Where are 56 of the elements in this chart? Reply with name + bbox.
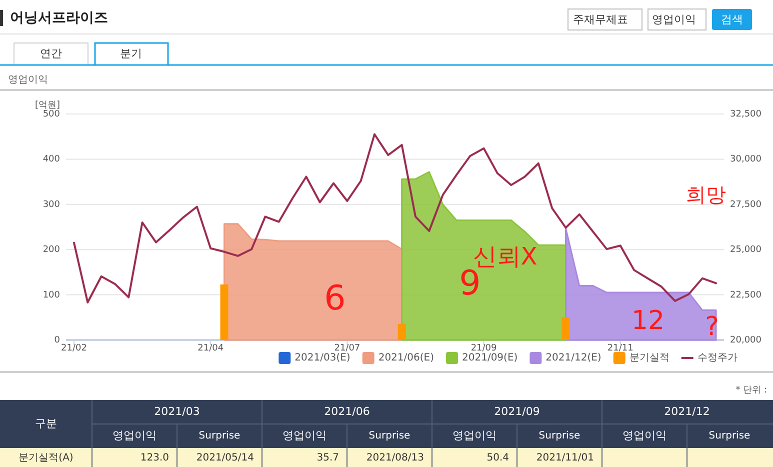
legend-label: 수정주가 — [697, 352, 738, 364]
y-tick-label: 100 — [42, 290, 60, 300]
text: 영업이익 — [112, 429, 156, 442]
text: 123.0 — [140, 452, 169, 464]
text: 구분 — [35, 417, 57, 430]
legend-label: 2021/12(E) — [546, 352, 602, 364]
text: 2021/03 — [154, 405, 200, 418]
x-tick-label: 21/11 — [607, 343, 634, 354]
text: 분기 — [120, 47, 142, 60]
text: 2021/08/13 — [366, 452, 424, 464]
x-tick-label: 21/07 — [334, 343, 360, 354]
x-tick-label: 21/09 — [470, 343, 498, 354]
y-tick-label: 300 — [42, 200, 60, 210]
annotation: 6 — [324, 278, 346, 318]
y-tick-label: 400 — [42, 154, 60, 165]
annotation: 12 — [631, 306, 665, 336]
y2-tick-label: 25,000 — [730, 245, 762, 256]
text: 영업이익 — [452, 429, 496, 442]
text: 주재무제표 — [573, 13, 628, 26]
text: Surprise — [198, 430, 240, 442]
text: 영업이익 — [282, 429, 326, 442]
x-tick-label: 21/04 — [198, 343, 224, 354]
text: Surprise — [708, 430, 750, 442]
y2-tick-label: 30,000 — [730, 154, 762, 165]
text: 2021/06 — [324, 405, 370, 418]
chart-subtitle: 영업이익 — [8, 74, 48, 86]
legend-label: 분기실적 — [629, 352, 670, 364]
legend-label: 2021/09(E) — [462, 352, 518, 364]
text: 2021/09 — [494, 405, 540, 418]
text: 영업이익 — [622, 429, 666, 442]
y2-tick-label: 22,500 — [730, 290, 762, 300]
annotation: ? — [705, 312, 719, 342]
y-tick-label: 500 — [42, 109, 60, 120]
text: 검색 — [721, 13, 743, 26]
y2-tick-label: 32,500 — [730, 109, 762, 120]
y2-tick-label: 27,500 — [730, 200, 762, 210]
text: 2021/05/14 — [196, 452, 254, 464]
legend-label: 2021/06(E) — [378, 352, 434, 364]
x-tick-label: 21/02 — [61, 343, 87, 354]
y-tick-label: 200 — [42, 245, 60, 256]
text: 50.4 — [486, 452, 509, 464]
chart-title: 어닝서프라이즈 — [10, 10, 108, 26]
text: 2021/12 — [664, 405, 710, 418]
text: 35.7 — [316, 452, 339, 464]
text: 연간 — [40, 47, 62, 60]
text: Surprise — [368, 430, 410, 442]
text: 영업이익 — [652, 13, 696, 26]
text: 분기실적(A) — [18, 452, 74, 464]
legend-label: 2021/03(E) — [294, 352, 350, 364]
y2-tick-label: 20,000 — [730, 335, 762, 346]
text: Surprise — [538, 430, 580, 442]
y-tick-label: 0 — [54, 335, 60, 346]
text: * 단위 : — [736, 385, 767, 396]
y-axis-title: [억원] — [34, 100, 60, 110]
annotation: 희망 — [686, 182, 726, 206]
text: 2021/11/01 — [536, 452, 594, 464]
